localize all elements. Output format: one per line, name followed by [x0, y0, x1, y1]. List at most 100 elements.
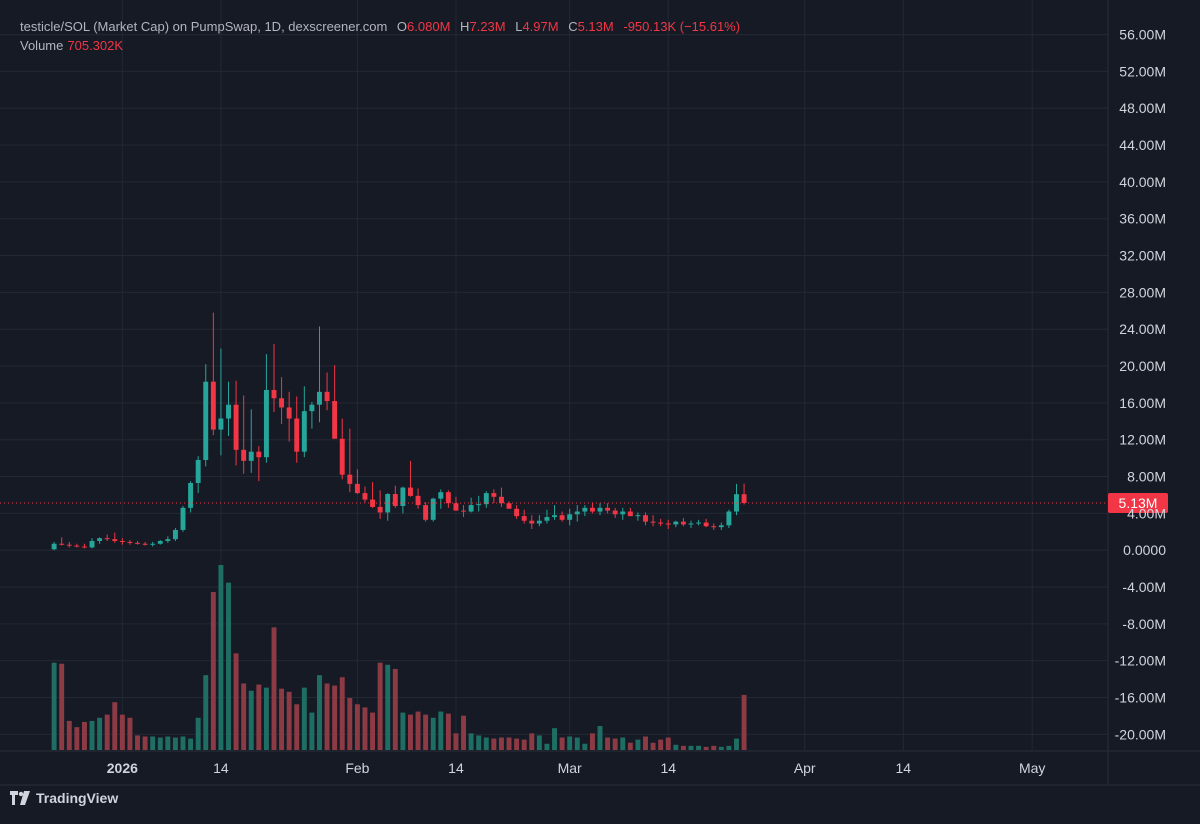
y-tick-label: 20.00M — [1119, 358, 1166, 374]
volume-bar — [536, 735, 542, 750]
volume-bar — [362, 707, 368, 750]
volume-bar — [415, 711, 421, 750]
tradingview-logo-icon — [10, 791, 30, 805]
volume-bar — [332, 685, 338, 750]
volume-bar — [210, 592, 216, 750]
y-tick-label: 44.00M — [1119, 137, 1166, 153]
y-tick-label: 0.0000 — [1123, 542, 1166, 558]
volume-bar — [696, 745, 702, 750]
volume-bar — [97, 717, 103, 750]
volume-bar — [468, 733, 474, 750]
volume-bar — [347, 698, 353, 750]
candle-body — [498, 496, 504, 504]
volume-bar — [195, 717, 201, 750]
price-axis: 56.00M 52.00M 48.00M 44.00M 40.00M 36.00M 32.0… — [1115, 27, 1167, 743]
candle-body — [635, 515, 641, 517]
volume-bar — [400, 712, 406, 750]
volume-bar — [711, 745, 717, 750]
price-tag-bg — [1108, 492, 1168, 513]
candle-body — [582, 507, 588, 512]
candle-body — [119, 540, 125, 542]
close-label: C — [568, 19, 578, 34]
volume-bar — [248, 690, 254, 750]
candle-body — [423, 505, 429, 520]
volume-bar — [521, 739, 527, 750]
candle-body — [354, 483, 360, 494]
candle-body — [514, 508, 520, 517]
candle-body — [339, 438, 345, 475]
candle-body — [589, 507, 595, 512]
tradingview-brand[interactable]: TradingView — [10, 790, 118, 806]
volume-bar — [119, 714, 125, 750]
candle-body — [150, 543, 156, 545]
candle-body — [233, 404, 239, 450]
candle-body — [165, 539, 171, 541]
volume-bar — [445, 713, 451, 750]
y-tick-label: 56.00M — [1119, 27, 1166, 43]
volume-bar — [309, 712, 315, 750]
volume-bar — [180, 736, 186, 750]
volume-bar — [324, 683, 330, 750]
volume-bar — [74, 727, 80, 750]
candle-body — [203, 381, 209, 460]
volume-bar — [559, 737, 565, 750]
x-tick-label: Mar — [558, 760, 582, 776]
candle-body — [104, 538, 110, 540]
candle-body — [718, 525, 724, 528]
volume-bar — [226, 582, 231, 750]
x-tick-label: May — [1019, 760, 1045, 776]
candle-body — [127, 541, 133, 543]
volume-bar — [377, 662, 383, 750]
candle-body — [461, 510, 467, 512]
volume-bar — [385, 664, 391, 750]
volume-bar — [529, 733, 535, 750]
volume-bar — [476, 735, 482, 750]
candle-body — [597, 507, 603, 512]
brand-name: TradingView — [36, 790, 119, 806]
low-label: L — [515, 19, 523, 34]
candle-body — [605, 507, 611, 511]
x-tick-label: 14 — [660, 760, 676, 776]
candle-body — [612, 510, 618, 515]
candle-body — [180, 507, 186, 530]
candle-body — [218, 418, 224, 430]
candle-body — [400, 487, 406, 506]
x-tick-label: 2026 — [107, 760, 138, 776]
candle-body — [59, 543, 65, 545]
candle-body — [188, 482, 194, 508]
last-price-line: 5.13M — [0, 492, 1168, 513]
candle-body — [673, 521, 679, 525]
volume-bar — [256, 684, 262, 750]
high-label: H — [460, 19, 470, 34]
volume-bar — [635, 739, 641, 750]
y-tick-label: 40.00M — [1119, 174, 1166, 190]
volume-bar — [483, 737, 489, 750]
low-value: 4.97M — [522, 19, 559, 34]
volume-bar — [703, 746, 709, 750]
chart-legend: testicle/SOL (Market Cap) on PumpSwap, 1… — [20, 17, 740, 37]
candle-body — [241, 449, 247, 461]
open-value: 6.080M — [407, 19, 451, 34]
volume-bar — [650, 742, 656, 750]
candles — [51, 312, 747, 551]
volume-bar — [514, 738, 520, 750]
y-tick-label: 8.00M — [1127, 469, 1166, 485]
volume-bar — [89, 720, 95, 750]
volume-bar — [506, 737, 512, 750]
volume-bar — [165, 736, 171, 750]
volume-bar — [142, 736, 148, 750]
volume-bar — [574, 737, 580, 750]
candle-body — [665, 523, 671, 525]
y-tick-label: -20.00M — [1115, 726, 1166, 742]
volume-label[interactable]: Volume — [20, 38, 64, 53]
volume-bars — [51, 565, 747, 750]
volume-bar — [423, 714, 429, 750]
volume-bar — [59, 663, 65, 750]
symbol-title[interactable]: testicle/SOL (Market Cap) on PumpSwap, 1… — [20, 19, 388, 34]
volume-bar — [582, 743, 588, 750]
candle-body — [620, 511, 626, 515]
candle-body — [286, 407, 292, 419]
volume-value: 705.302K — [67, 38, 124, 53]
